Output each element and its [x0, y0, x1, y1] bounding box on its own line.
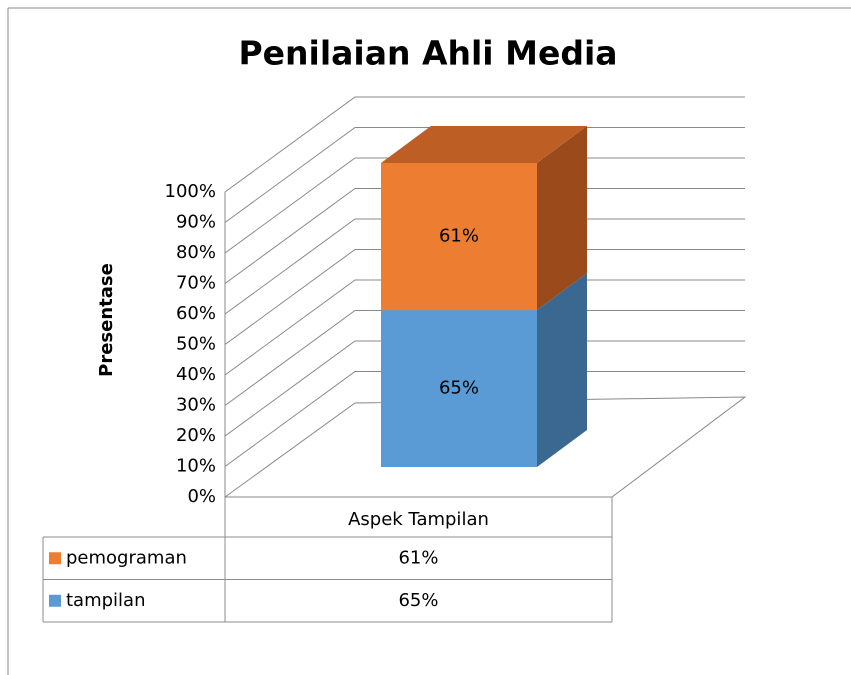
chart-title: Penilaian Ahli Media — [238, 34, 617, 73]
grid-line — [224, 218, 745, 315]
data-label: 61% — [439, 226, 479, 247]
grid-line — [224, 310, 745, 406]
grid-line — [224, 279, 745, 376]
table-cell: 65% — [398, 590, 438, 611]
y-tick-label: 10% — [176, 456, 216, 477]
floor — [224, 396, 747, 498]
y-tick-label: 30% — [176, 395, 216, 416]
bar-side — [537, 273, 587, 467]
table-header: Aspek Tampilan — [348, 509, 489, 530]
bar-front — [381, 310, 537, 467]
y-tick-label: 80% — [176, 242, 216, 263]
y-tick-label: 40% — [176, 364, 216, 385]
grid-line — [224, 340, 745, 437]
legend-label: tampilan — [66, 590, 146, 611]
data-label: 65% — [439, 378, 479, 399]
grid-line — [224, 371, 745, 467]
y-tick-label: 90% — [176, 212, 216, 233]
grid-line — [224, 157, 745, 254]
legend-key — [49, 552, 61, 565]
bar-front — [381, 163, 537, 311]
legend-key — [49, 594, 61, 607]
bar-top — [381, 126, 587, 163]
grid-line — [224, 96, 745, 193]
y-tick-label: 60% — [176, 303, 216, 324]
y-tick-label: 50% — [176, 334, 216, 355]
y-axis-label: Presentase — [96, 263, 117, 377]
grid-line — [224, 249, 745, 345]
grid-line — [224, 188, 745, 284]
table-cell: 61% — [398, 547, 438, 568]
grid-line — [224, 127, 745, 223]
legend-label: pemograman — [66, 547, 187, 568]
y-tick-label: 20% — [176, 425, 216, 446]
y-tick-label: 0% — [187, 486, 216, 507]
y-tick-label: 70% — [176, 273, 216, 294]
y-tick-label: 100% — [165, 181, 216, 202]
bar-side — [537, 126, 587, 311]
